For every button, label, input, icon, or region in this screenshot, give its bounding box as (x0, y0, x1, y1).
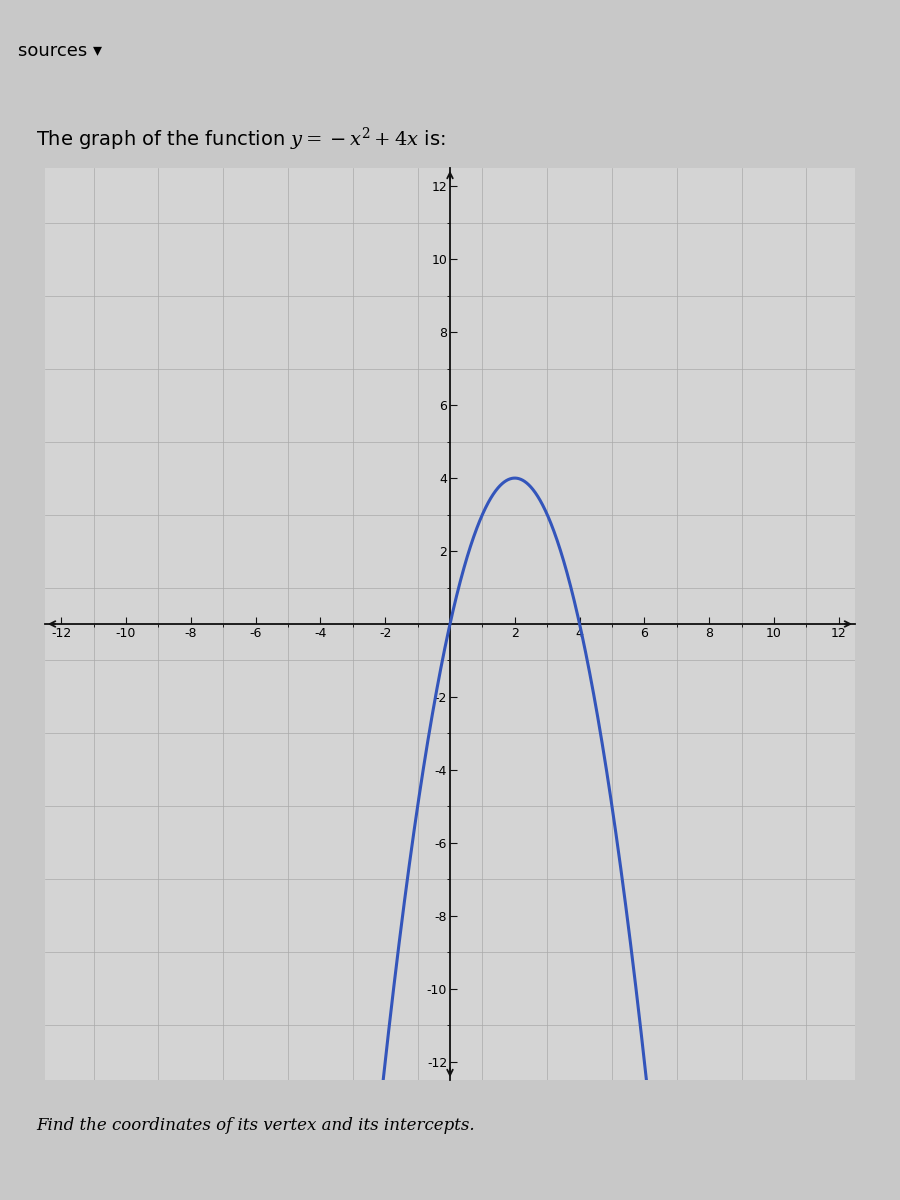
Text: Find the coordinates of its vertex and its intercepts.: Find the coordinates of its vertex and i… (36, 1117, 474, 1134)
Text: sources ▾: sources ▾ (18, 42, 102, 60)
Text: The graph of the function $y = -x^2 + 4x$ is:: The graph of the function $y = -x^2 + 4x… (36, 126, 446, 154)
